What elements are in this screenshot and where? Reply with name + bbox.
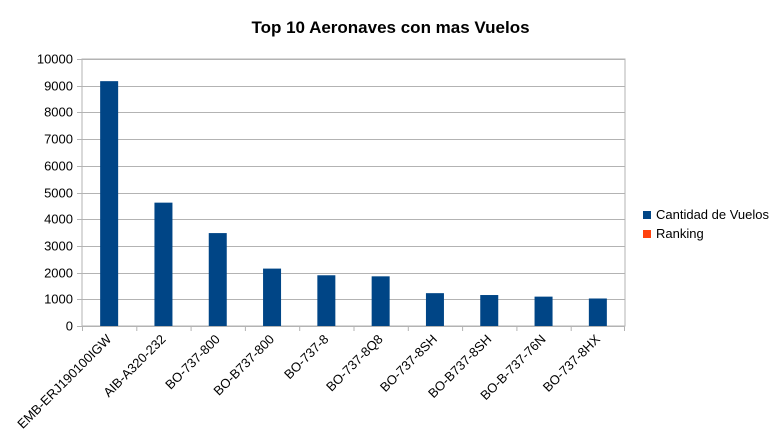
bar	[588, 298, 607, 326]
bar	[208, 233, 227, 326]
bar	[263, 268, 282, 326]
y-tick-label: 6000	[44, 159, 73, 174]
bar	[317, 275, 336, 326]
bar	[154, 202, 173, 326]
bar	[100, 81, 119, 326]
bar	[480, 295, 499, 326]
y-tick-label: 9000	[44, 79, 73, 94]
chart-title: Top 10 Aeronaves con mas Vuelos	[251, 18, 530, 37]
y-tick-label: 8000	[44, 105, 73, 120]
legend-item-cantidad: Cantidad de Vuelos	[643, 205, 769, 224]
legend-swatch-cantidad	[643, 210, 651, 219]
y-tick-label: 2000	[44, 266, 73, 281]
legend-label-cantidad: Cantidad de Vuelos	[656, 207, 769, 222]
legend-item-ranking: Ranking	[643, 224, 769, 243]
y-tick-label: 10000	[37, 52, 73, 67]
x-tick-label: EMB-ERJ190100IGW	[14, 331, 115, 432]
y-tick-label: 1000	[44, 292, 73, 307]
legend-label-ranking: Ranking	[656, 226, 704, 241]
y-tick-label: 5000	[44, 186, 73, 201]
legend: Cantidad de Vuelos Ranking	[643, 205, 769, 243]
x-tick-label: BO-737-8HX	[540, 331, 603, 394]
bar	[534, 296, 553, 326]
y-tick-label: 0	[66, 319, 73, 334]
legend-swatch-ranking	[643, 229, 651, 238]
y-tick-label: 7000	[44, 132, 73, 147]
y-tick-label: 3000	[44, 239, 73, 254]
y-tick-label: 4000	[44, 212, 73, 227]
x-tick-label: BO-737-8	[281, 332, 331, 382]
bar	[425, 293, 444, 326]
bar	[371, 276, 390, 326]
